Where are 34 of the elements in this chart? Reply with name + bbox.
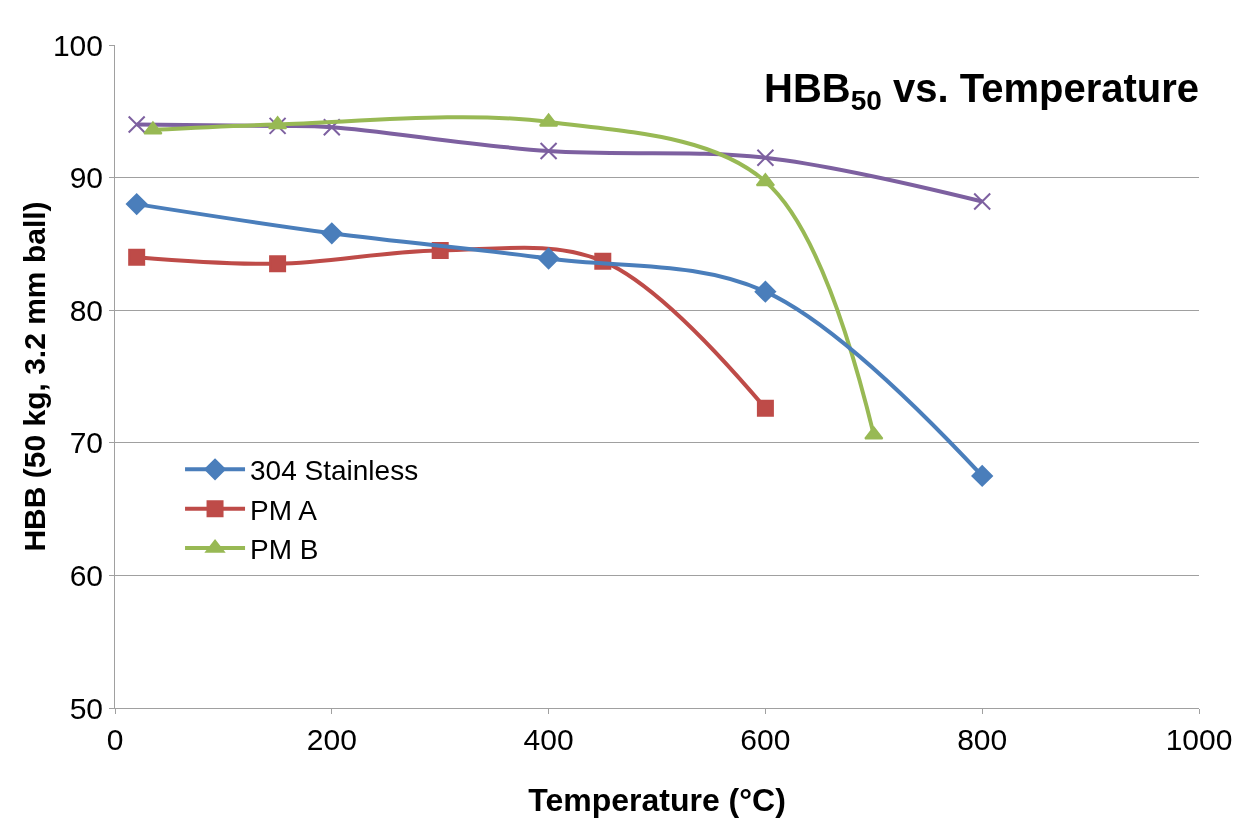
point xyxy=(268,116,287,135)
y-tick-label: 80 xyxy=(69,293,103,327)
x-axis-title: Temperature (°C) xyxy=(528,782,786,818)
y-tick-label: 90 xyxy=(69,161,103,195)
point xyxy=(756,148,775,167)
point xyxy=(754,280,777,303)
x-tick-label: 400 xyxy=(523,723,574,756)
point xyxy=(125,193,148,215)
point xyxy=(973,192,992,211)
x-tick-label: 1000 xyxy=(1165,723,1233,756)
point xyxy=(269,255,287,273)
point xyxy=(321,222,343,245)
x-tick-label: 600 xyxy=(740,723,791,756)
x-tick-label: 800 xyxy=(957,723,1008,756)
y-tick-label: 70 xyxy=(69,426,103,460)
point xyxy=(539,142,558,161)
point xyxy=(127,115,146,134)
legend-label: PM B xyxy=(250,534,319,566)
point xyxy=(864,426,884,440)
x-tick-label: 200 xyxy=(306,723,357,756)
point xyxy=(971,465,993,487)
point xyxy=(537,247,560,270)
y-tick-label: 50 xyxy=(69,691,103,725)
x-tick-label: 0 xyxy=(106,723,124,756)
point xyxy=(143,121,163,135)
y-axis-title: HBB (50 kg, 3.2 mm ball) xyxy=(18,201,51,552)
text: HBB$_{50}$ vs. Temperature xyxy=(764,65,1200,117)
legend-label: PM A xyxy=(250,494,318,526)
y-tick-label: 60 xyxy=(69,558,103,592)
legend-label: 304 Stainless xyxy=(250,455,419,487)
point xyxy=(756,399,774,417)
y-tick-label: 100 xyxy=(52,28,103,62)
point xyxy=(322,118,341,137)
point xyxy=(128,248,146,266)
